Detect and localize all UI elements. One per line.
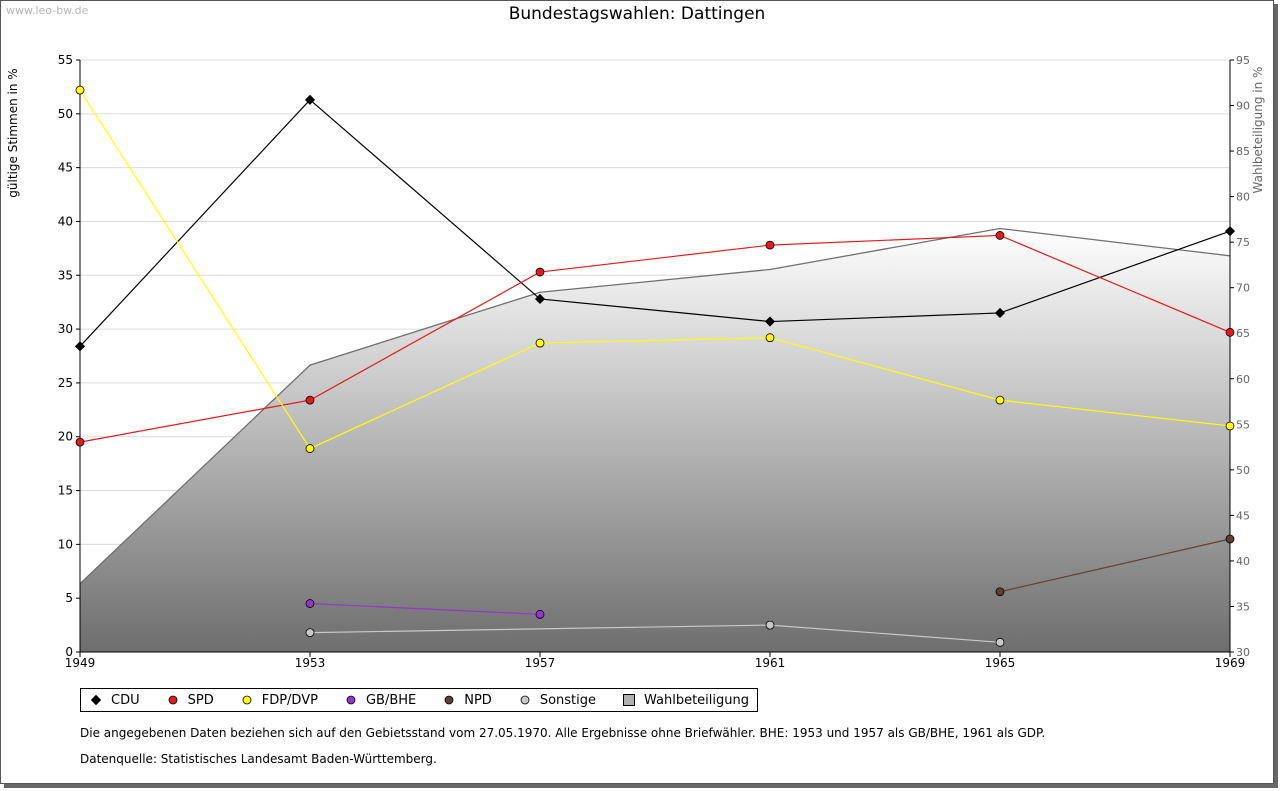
y2-tick-label-85: 85: [1236, 145, 1250, 158]
point-cdu-1965: [994, 307, 1006, 319]
legend-label-wahlbeteiligung: Wahlbeteiligung: [644, 692, 750, 708]
series-line-fdp-dvp: [79, 89, 1231, 450]
point-fdp-dvp-1953: [305, 444, 315, 453]
legend-marker-cdu: [90, 694, 102, 706]
y-tick-label-30: 30: [58, 322, 73, 336]
y2-tick-label-45: 45: [1236, 509, 1250, 522]
y-axis-title: gültige Stimmen in %: [6, 68, 20, 197]
y2-tick-label-80: 80: [1236, 191, 1250, 204]
chart-title: Bundestagswahlen: Dattingen: [508, 4, 766, 24]
y2-tick-label-55: 55: [1236, 418, 1250, 431]
x-tick-label-1965: 1965: [985, 656, 1016, 670]
x-tick-label-1957: 1957: [525, 656, 556, 670]
legend-marker-spd: [168, 695, 178, 705]
y2-tick-label-40: 40: [1236, 555, 1250, 568]
y-tick-label-40: 40: [58, 214, 73, 228]
legend-marker-sonstige: [520, 695, 530, 705]
point-cdu-1953: [304, 94, 316, 105]
y2-tick-label-90: 90: [1236, 100, 1250, 113]
point-gb-bhe-1957: [535, 609, 545, 619]
point-npd-1965: [995, 587, 1005, 597]
point-npd-1969: [1225, 534, 1235, 544]
point-spd-1965: [995, 231, 1005, 240]
series-line-spd: [79, 234, 1231, 443]
turnout-area: [79, 227, 1231, 652]
point-sonstige-1961: [765, 620, 775, 630]
y2-tick-label-65: 65: [1236, 327, 1250, 340]
point-spd-1949: [75, 437, 85, 447]
y2-tick-label-60: 60: [1236, 373, 1250, 386]
series-line-cdu: [79, 98, 1231, 347]
area-wahlbeteiligung-outline: [79, 227, 1231, 585]
y2-tick-label-75: 75: [1236, 236, 1250, 249]
area-wahlbeteiligung: [80, 228, 1230, 652]
x-tick-label-1961: 1961: [755, 656, 786, 670]
point-spd-1957: [535, 267, 545, 277]
legend-item-npd: NPD: [442, 693, 492, 708]
footnote-gebietsstand: Die angegebenen Daten beziehen sich auf …: [80, 726, 1046, 740]
x-tick-label-1969: 1969: [1215, 656, 1246, 670]
y-tick-label-5: 5: [65, 591, 73, 605]
y2-tick-label-95: 95: [1236, 54, 1250, 67]
y-tick-label-35: 35: [58, 268, 73, 282]
series-line-gb-bhe: [309, 602, 541, 615]
legend-marker-npd: [444, 695, 454, 705]
y-tick-label-55: 55: [58, 53, 73, 67]
legend: CDU SPD FDP/DVP GB/BHE NPD Sonstige Wahlbeteil…: [80, 688, 759, 712]
legend-label-npd: NPD: [464, 692, 492, 708]
legend-marker-wahlbeteiligung: [623, 694, 635, 706]
watermark: www.leo-bw.de: [6, 4, 89, 17]
legend-item-fdp-dvp: FDP/DVP: [240, 693, 318, 708]
point-cdu-1969: [1224, 226, 1236, 237]
legend-label-sonstige: Sonstige: [539, 692, 596, 708]
y2-tick-label-50: 50: [1236, 464, 1250, 477]
point-cdu-1957: [534, 293, 546, 305]
series-lines: [74, 85, 1236, 647]
point-sonstige-1953: [305, 628, 315, 638]
y-tick-label-15: 15: [58, 484, 73, 498]
legend-item-sonstige: Sonstige: [518, 693, 596, 708]
footnote-datenquelle: Datenquelle: Statistisches Landesamt Bad…: [80, 752, 437, 766]
point-spd-1961: [765, 240, 775, 250]
legend-marker-gb-bhe: [346, 695, 356, 705]
y-tick-label-20: 20: [58, 430, 73, 444]
point-fdp-dvp-1957: [535, 338, 545, 348]
point-fdp-dvp-1949: [75, 85, 85, 95]
legend-label-fdp-dvp: FDP/DVP: [261, 692, 318, 708]
axes: [76, 59, 1234, 657]
point-sonstige-1965: [995, 637, 1005, 647]
y-tick-label-45: 45: [58, 161, 73, 175]
legend-label-gb-bhe: GB/BHE: [365, 692, 417, 708]
legend-item-gb-bhe: GB/BHE: [344, 693, 416, 708]
y-tick-label-0: 0: [65, 645, 73, 659]
legend-label-cdu: CDU: [111, 692, 140, 708]
y2-tick-label-35: 35: [1236, 600, 1250, 613]
y2-tick-label-30: 30: [1236, 646, 1250, 659]
y2-tick-label-70: 70: [1236, 282, 1250, 295]
point-cdu-1961: [764, 316, 776, 327]
point-spd-1953: [305, 395, 315, 405]
y-tick-label-50: 50: [58, 107, 73, 121]
legend-item-wahlbeteiligung: Wahlbeteiligung: [622, 693, 749, 708]
legend-label-spd: SPD: [187, 692, 214, 708]
point-cdu-1949: [74, 341, 86, 352]
x-tick-label-1949: 1949: [65, 656, 96, 670]
legend-item-cdu: CDU: [89, 693, 140, 708]
point-fdp-dvp-1965: [995, 395, 1005, 405]
y2-axis-title: Wahlbeteiligung in %: [1251, 67, 1265, 194]
y-tick-label-10: 10: [58, 537, 73, 551]
legend-item-spd: SPD: [166, 693, 214, 708]
axis-labels: 0 5 10 15 20 25 30 35 40 45 50 55 30 35 40 45 50 55 60 65 70…: [6, 53, 1265, 670]
legend-marker-fdp-dvp: [242, 695, 252, 705]
y-tick-label-25: 25: [58, 376, 73, 390]
point-gb-bhe-1953: [305, 599, 315, 608]
election-chart: 0 5 10 15 20 25 30 35 40 45 50 55 30 35 40 45 50 55 60 65 70…: [6, 53, 1265, 670]
x-tick-label-1953: 1953: [295, 656, 326, 670]
point-fdp-dvp-1961: [765, 333, 775, 343]
point-spd-1969: [1225, 327, 1235, 337]
point-fdp-dvp-1969: [1225, 421, 1235, 431]
series-line-npd: [999, 538, 1231, 593]
